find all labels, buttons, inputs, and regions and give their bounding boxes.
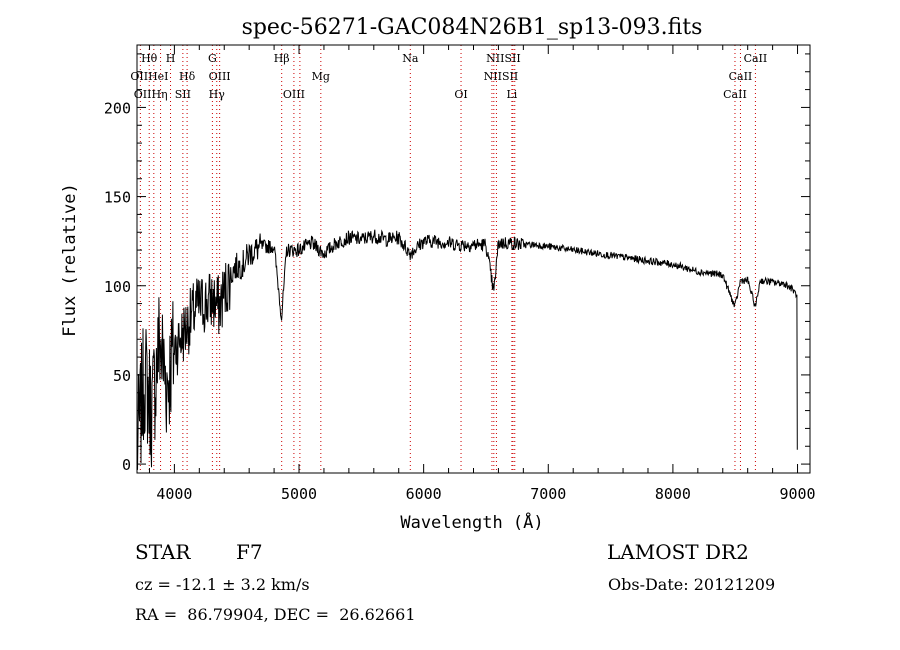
line-label: NIISII [486,52,521,65]
spectrum-chart: spec-56271-GAC084N26B1_sp13-093.fits Hθ H… [60,15,816,533]
line-label: H [166,52,176,65]
line-label: SII [175,88,191,101]
object-subclass: F7 [236,540,263,564]
y-axis-ticks: 0 50 100 150 200 [104,53,810,474]
line-label: OIIHeI [130,70,168,83]
line-label: OIII [209,70,231,83]
line-label: OIII [283,88,305,101]
line-label: CaII [744,52,768,65]
line-label: Hθ [141,52,158,65]
line-label: Mg [312,70,330,83]
y-tick-label: 200 [104,99,131,117]
observation-date: Obs-Date: 20121209 [608,575,776,594]
line-label: G [208,52,217,65]
line-label: Hβ [274,52,290,65]
line-label: Hγ [209,88,226,101]
coordinates: RA = 86.79904, DEC = 26.62661 [135,605,416,624]
y-tick-label: 100 [104,278,131,296]
y-tick-label: 150 [104,189,131,207]
x-tick-label: 7000 [530,485,566,503]
line-label: OIIHη [134,88,168,101]
plot-frame [136,44,811,474]
line-label: NIISII [484,70,519,83]
y-tick-label: 0 [122,456,131,474]
line-label: CaII [729,70,753,83]
x-tick-label: 5000 [281,485,317,503]
chart-title: spec-56271-GAC084N26B1_sp13-093.fits [242,15,703,40]
line-label: Hδ [179,70,196,83]
x-tick-label: 8000 [655,485,691,503]
emission-line-labels: Hθ H G Hβ Na NIISII CaII OIIHeI Hδ OIII Mg NIISII Ca… [130,52,767,101]
object-class: STAR [135,540,191,564]
spectrum-line [136,229,798,470]
line-label: OI [454,88,467,101]
line-label: Li [506,88,517,101]
redshift-velocity: cz = -12.1 ± 3.2 km/s [135,575,310,594]
x-tick-label: 6000 [406,485,442,503]
line-label: Na [402,52,419,65]
line-label: CaII [723,88,747,101]
y-tick-label: 50 [113,367,131,385]
x-axis-ticks: 4000 5000 6000 7000 8000 9000 [148,45,816,503]
emission-line-markers [139,45,756,473]
y-axis-label: Flux (relative) [60,183,80,337]
x-axis-label: Wavelength (Å) [400,511,543,533]
survey-name: LAMOST DR2 [607,540,749,564]
x-tick-label: 9000 [779,485,815,503]
x-tick-label: 4000 [156,485,192,503]
